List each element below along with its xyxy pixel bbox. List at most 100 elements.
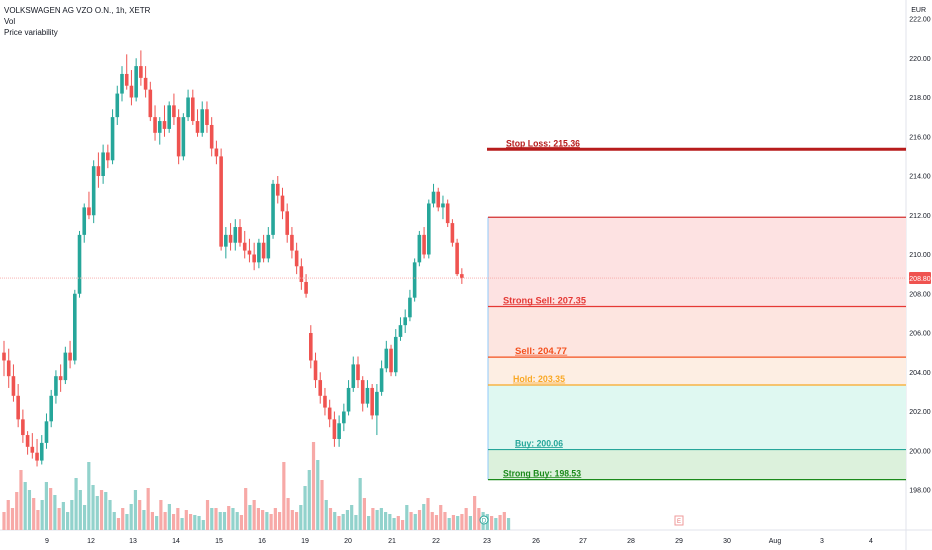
candle-body bbox=[398, 325, 403, 337]
volume-bar bbox=[290, 510, 294, 530]
volume-bar bbox=[125, 514, 129, 530]
candle-body bbox=[25, 435, 30, 447]
candle-body bbox=[143, 77, 148, 90]
candle-body bbox=[219, 156, 223, 247]
volume-bar bbox=[112, 512, 116, 530]
volume-bar bbox=[413, 514, 417, 530]
x-tick-label: 29 bbox=[675, 538, 683, 545]
x-tick-label: 4 bbox=[869, 538, 873, 545]
volume-bar bbox=[426, 498, 430, 530]
volume-bar bbox=[74, 478, 78, 530]
volume-bar bbox=[23, 482, 27, 530]
volume-bar bbox=[78, 490, 82, 530]
candle-body bbox=[134, 66, 138, 98]
volume-bar bbox=[163, 512, 167, 530]
x-tick-label: 23 bbox=[483, 538, 491, 545]
volume-bar bbox=[108, 500, 112, 530]
volume-label: Vol bbox=[4, 17, 16, 26]
volume-bar bbox=[417, 510, 422, 530]
volume-bar bbox=[328, 508, 333, 530]
x-tick-label: 22 bbox=[432, 538, 440, 545]
y-tick-label: 220.00 bbox=[909, 56, 931, 63]
candle-body bbox=[228, 234, 233, 243]
volume-bar bbox=[282, 462, 286, 530]
volume-bar bbox=[121, 508, 125, 530]
volume-bar bbox=[350, 505, 354, 530]
x-tick-label: 14 bbox=[172, 538, 180, 545]
volume-bar bbox=[256, 508, 260, 530]
volume-bar bbox=[333, 512, 337, 530]
candle-body bbox=[431, 191, 436, 204]
candle-body bbox=[422, 234, 426, 255]
volume-bar bbox=[337, 516, 341, 530]
candle-body bbox=[91, 166, 96, 216]
candle-body bbox=[6, 360, 11, 377]
volume-bar bbox=[498, 515, 502, 530]
x-tick-label: 19 bbox=[301, 538, 309, 545]
volume-bar bbox=[188, 514, 193, 530]
x-tick-label: 21 bbox=[388, 538, 396, 545]
volume-bar bbox=[15, 492, 19, 530]
candle-body bbox=[2, 352, 6, 361]
volume-bar bbox=[159, 500, 163, 530]
volume-bar bbox=[138, 500, 142, 530]
sell-label: Sell: 204.77 bbox=[515, 346, 567, 356]
candle-body bbox=[195, 121, 200, 133]
volume-bar bbox=[155, 516, 159, 530]
volume-bar bbox=[87, 462, 91, 530]
volume-bar bbox=[176, 508, 180, 530]
y-tick-label: 198.00 bbox=[909, 488, 931, 495]
volume-bar bbox=[434, 515, 439, 530]
candle-body bbox=[327, 407, 332, 420]
strong-sell-label: Strong Sell: 207.35 bbox=[503, 296, 586, 306]
hold-label: Hold: 203.35 bbox=[513, 374, 565, 384]
volume-bar bbox=[27, 490, 32, 530]
candle-body bbox=[417, 234, 422, 263]
candle-body bbox=[54, 376, 58, 396]
candle-body bbox=[63, 352, 68, 381]
candle-body bbox=[275, 183, 280, 196]
last-price-tag-label: 208.80 bbox=[909, 276, 931, 283]
dividend-marker-label: D bbox=[482, 519, 487, 525]
y-tick-label: 216.00 bbox=[909, 134, 931, 141]
volume-bar bbox=[129, 504, 133, 530]
candle-body bbox=[129, 85, 134, 98]
candle-body bbox=[214, 148, 219, 157]
candle-body bbox=[44, 421, 49, 443]
x-tick-label: 16 bbox=[258, 538, 266, 545]
candle-body bbox=[233, 227, 238, 243]
strong-buy-label: Strong Buy: 198.53 bbox=[503, 469, 581, 479]
volume-bar bbox=[430, 512, 434, 530]
volume-bar bbox=[150, 512, 154, 530]
zone-strong-buy bbox=[488, 449, 906, 480]
candle-body bbox=[68, 352, 72, 361]
candle-body bbox=[290, 234, 294, 251]
candle-body bbox=[304, 281, 308, 294]
candle-body bbox=[436, 191, 441, 208]
candle-body bbox=[313, 360, 318, 381]
volume-bar bbox=[447, 518, 451, 530]
x-tick-label: 12 bbox=[87, 538, 95, 545]
volume-bar bbox=[142, 510, 146, 530]
candle-body bbox=[106, 152, 110, 161]
volume-bar bbox=[384, 512, 388, 530]
volume-bar bbox=[464, 508, 468, 530]
volume-bar bbox=[506, 518, 511, 530]
candle-body bbox=[162, 121, 167, 129]
volume-bar bbox=[95, 496, 99, 530]
x-tick-label: 28 bbox=[627, 538, 635, 545]
volume-bar bbox=[201, 520, 205, 530]
candle-body bbox=[384, 348, 389, 369]
candle-body bbox=[460, 274, 464, 279]
candle-body bbox=[280, 195, 285, 212]
candle-body bbox=[389, 348, 393, 373]
volume-bar bbox=[460, 514, 464, 530]
candle-body bbox=[153, 117, 157, 133]
candle-body bbox=[379, 368, 384, 392]
volume-bar bbox=[180, 518, 184, 530]
candle-body bbox=[96, 166, 101, 176]
candle-body bbox=[49, 395, 53, 422]
candle-body bbox=[412, 262, 417, 298]
symbol-title: VOLKSWAGEN AG VZO O.N., 1h, XETR bbox=[4, 6, 151, 15]
